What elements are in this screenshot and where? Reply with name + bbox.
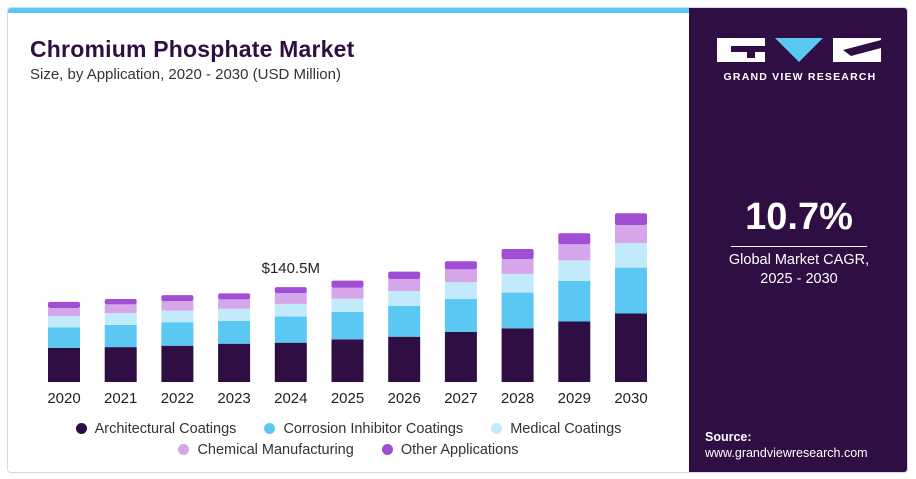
bar-segment-chemical-manufacturing-2029 [558,244,591,261]
x-tick-label-2025: 2025 [331,390,364,407]
bar-segment-corrosion-inhibitor-coatings-2024 [274,316,307,343]
stacked-bar-chart: 2020 2021 2022 2023 $140.5M 2024 2025 2026 2027 2… [47,213,648,407]
legend-row-2: Chemical Manufacturing Other Application… [8,442,689,458]
bar-segment-medical-coatings-2027 [444,282,477,300]
bar-segment-medical-coatings-2023 [218,308,251,321]
bar-segment-other-applications-2029 [558,233,591,245]
bar-segment-architectural-coatings-2029 [558,321,591,382]
bar-segment-chemical-manufacturing-2026 [388,279,421,292]
source-url[interactable]: www.grandviewresearch.com [705,446,868,460]
bar-segment-other-applications-2021 [104,299,137,305]
bar-segment-corrosion-inhibitor-coatings-2028 [501,292,534,329]
bar-segment-architectural-coatings-2020 [48,347,80,382]
bar-segment-chemical-manufacturing-2020 [48,308,80,316]
bar-segment-other-applications-2027 [444,261,477,270]
bar-segment-other-applications-2026 [388,271,421,279]
bar-segment-corrosion-inhibitor-coatings-2030 [615,267,647,314]
bar-segment-architectural-coatings-2024 [274,342,307,382]
bar-segment-medical-coatings-2029 [558,260,591,281]
bar-segment-architectural-coatings-2027 [444,332,477,382]
cagr-label: Global Market CAGR, 2025 - 2030 [689,251,907,289]
bar-segment-medical-coatings-2026 [388,291,421,306]
bar-segment-other-applications-2028 [501,249,534,260]
bar-segment-chemical-manufacturing-2023 [218,299,251,309]
grand-view-research-logo [717,38,881,62]
legend-swatch [75,423,87,434]
infographic-card: Chromium Phosphate Market Size, by Appli… [7,7,908,473]
bar-segment-chemical-manufacturing-2022 [161,301,194,311]
bar-segment-chemical-manufacturing-2025 [331,287,364,299]
x-tick-label-2022: 2022 [161,390,194,407]
brand-name: GRAND VIEW RESEARCH [723,71,877,83]
legend-item-corrosion-inhibitor-coatings: Corrosion Inhibitor Coatings [264,421,463,437]
legend-label: Medical Coatings [510,421,622,437]
bar-segment-chemical-manufacturing-2027 [444,269,477,283]
bar-segment-architectural-coatings-2022 [161,345,194,382]
cagr-label-line-1: Global Market CAGR, [728,252,870,268]
legend-item-medical-coatings: Medical Coatings [491,421,621,437]
x-tick-label-2021: 2021 [104,390,137,407]
bar-segment-architectural-coatings-2026 [388,336,421,382]
bar-segment-architectural-coatings-2023 [218,343,251,382]
chart-subtitle: Size, by Application, 2020 - 2030 (USD M… [30,66,341,83]
bar-segment-other-applications-2030 [615,213,647,225]
cagr-label-line-2: 2025 - 2030 [760,271,838,287]
bar-segment-architectural-coatings-2028 [501,328,534,382]
bar-segment-architectural-coatings-2025 [331,339,364,382]
x-tick-label-2029: 2029 [558,390,591,407]
side-panel: GRAND VIEW RESEARCH 10.7% Global Market … [689,8,907,472]
bar-segment-medical-coatings-2020 [48,316,80,328]
bar-segment-corrosion-inhibitor-coatings-2029 [558,280,591,322]
accent-bar [8,8,689,13]
bar-segment-other-applications-2025 [331,280,364,288]
source-label: Source: [705,430,752,444]
legend-item-architectural-coatings: Architectural Coatings [75,421,237,437]
x-tick-label-2026: 2026 [388,390,421,407]
chart-title: Chromium Phosphate Market [30,36,355,62]
bar-segment-chemical-manufacturing-2021 [104,304,137,314]
x-tick-label-2030: 2030 [614,390,647,407]
cagr-value: 10.7% [745,196,853,238]
legend-label: Corrosion Inhibitor Coatings [283,421,464,437]
bar-segment-medical-coatings-2030 [615,243,647,268]
bar-segment-medical-coatings-2028 [501,273,534,293]
bar-segment-corrosion-inhibitor-coatings-2027 [444,299,477,332]
legend-label: Other Applications [400,442,519,458]
bar-segment-medical-coatings-2025 [331,298,364,312]
bar-segment-other-applications-2024 [274,287,307,294]
legend-item-other-applications: Other Applications [381,442,519,458]
legend-label: Architectural Coatings [94,421,237,437]
legend-row-1: Architectural Coatings Corrosion Inhibit… [8,421,689,437]
bar-segment-corrosion-inhibitor-coatings-2022 [161,322,194,346]
legend-item-chemical-manufacturing: Chemical Manufacturing [178,442,354,458]
bar-segment-architectural-coatings-2030 [615,313,647,382]
bar-segment-corrosion-inhibitor-coatings-2023 [218,320,251,344]
x-tick-label-2028: 2028 [501,390,534,407]
x-tick-label-2024: 2024 [274,390,307,407]
bar-segment-medical-coatings-2022 [161,310,194,323]
bar-segment-other-applications-2022 [161,295,194,302]
total-value-annotation: $140.5M [262,260,320,277]
bar-segment-chemical-manufacturing-2030 [615,225,647,244]
bar-segment-medical-coatings-2024 [274,303,307,317]
legend-swatch [178,444,190,455]
legend-swatch [381,444,393,455]
bar-segment-corrosion-inhibitor-coatings-2026 [388,305,421,337]
x-tick-label-2027: 2027 [444,390,477,407]
cagr-divider [731,246,867,247]
legend-label: Chemical Manufacturing [197,442,354,458]
legend-swatch [264,423,276,434]
bar-segment-other-applications-2023 [218,293,251,300]
bar-segment-chemical-manufacturing-2028 [501,259,534,274]
x-tick-label-2020: 2020 [47,390,80,407]
bar-segment-corrosion-inhibitor-coatings-2025 [331,311,364,340]
bar-segment-chemical-manufacturing-2024 [274,293,307,304]
bar-segment-corrosion-inhibitor-coatings-2020 [48,327,80,348]
bar-segment-medical-coatings-2021 [104,313,137,325]
legend-swatch [491,423,503,434]
bar-segment-other-applications-2020 [48,301,80,308]
bar-segment-corrosion-inhibitor-coatings-2021 [104,324,137,348]
x-tick-label-2023: 2023 [217,390,250,407]
bar-segment-architectural-coatings-2021 [104,347,137,382]
